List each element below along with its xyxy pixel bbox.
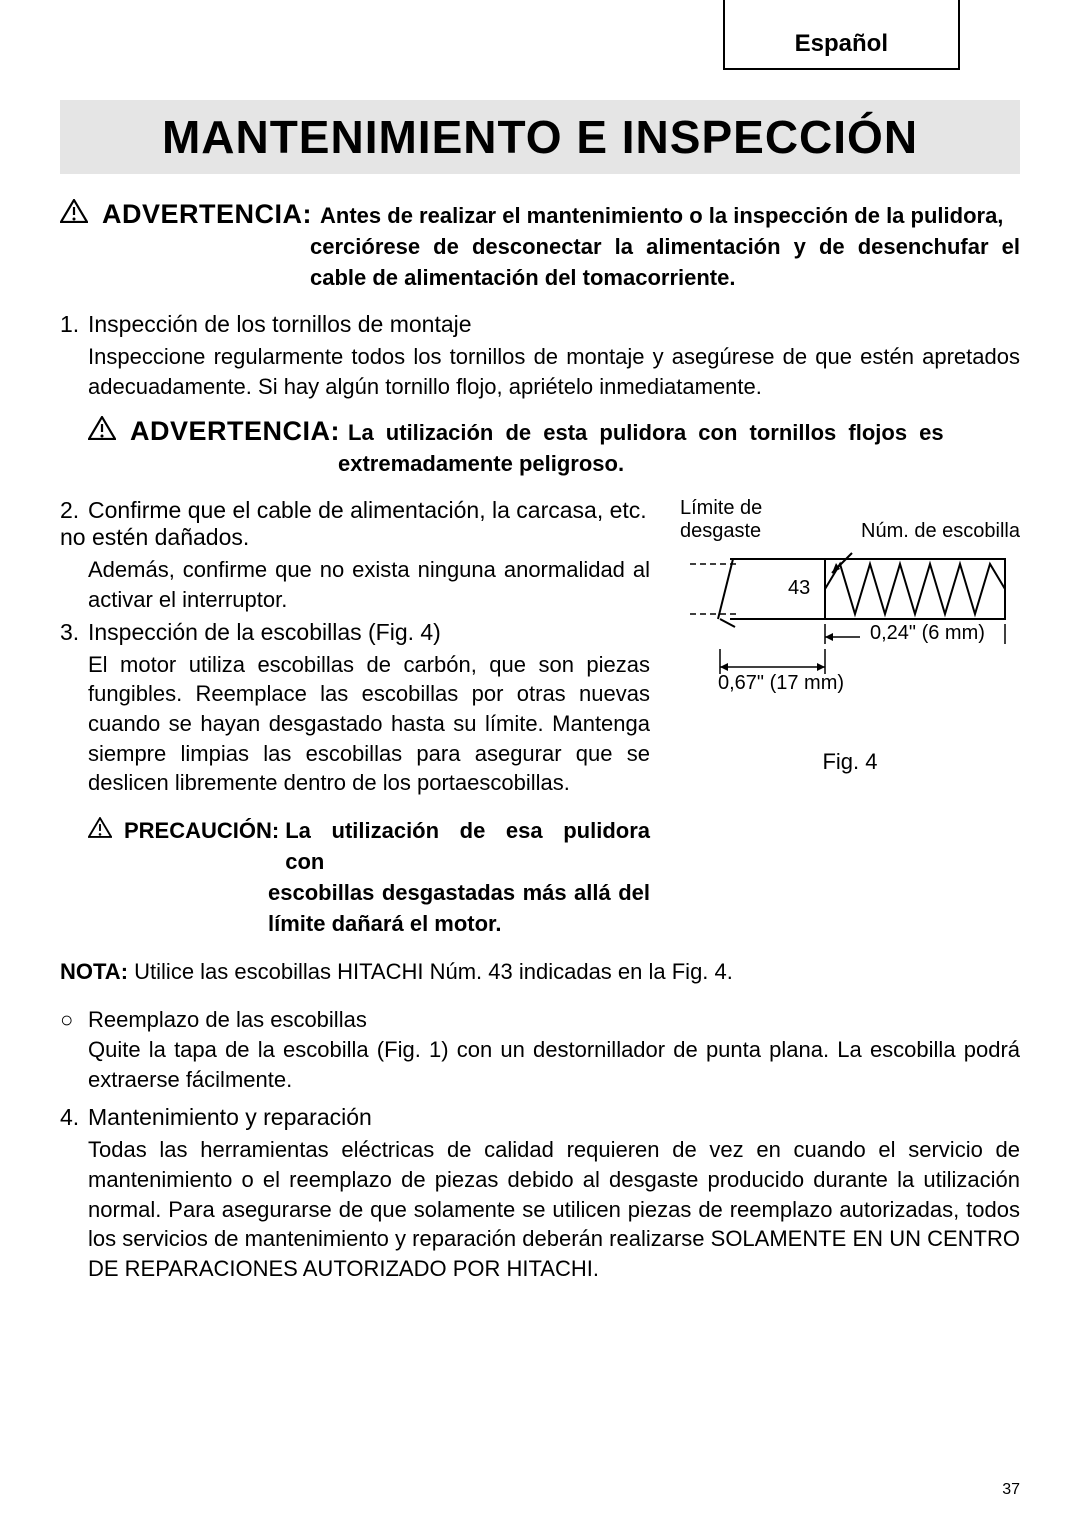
warning-1-rest: cerciórese de desconectar la alimentació… <box>60 232 1020 294</box>
item-4-head: Mantenimiento y reparación <box>88 1104 372 1130</box>
precaution-rest: escobillas desgastadas más allá del lími… <box>88 878 650 940</box>
warning-icon <box>88 817 112 843</box>
page-number: 37 <box>1002 1481 1020 1499</box>
nota: NOTA: Utilice las escobillas HITACHI Núm… <box>60 959 1020 985</box>
two-col-region: 2.Confirme que el cable de alimentación,… <box>60 497 1020 939</box>
precaution-label: PRECAUCIÓN: <box>124 818 279 844</box>
precaution-first-line: La utilización de esa pulidora con <box>285 816 650 878</box>
page-title: MANTENIMIENTO E INSPECCIÓN <box>60 100 1020 174</box>
nota-text: Utilice las escobillas HITACHI Núm. 43 i… <box>134 959 733 984</box>
item-2-num: 2. <box>60 497 88 524</box>
fig-wear-limit-label: Límite de desgaste <box>680 497 762 543</box>
item-3: 3.Inspección de la escobillas (Fig. 4) E… <box>60 619 650 798</box>
warning-2-rest: extremadamente peligroso. <box>88 449 1020 480</box>
fig-dim-large: 0,67" (17 mm) <box>718 672 844 695</box>
warning-2-first-line: La utilización de esta pulidora con torn… <box>348 418 1020 449</box>
language-tab: Español <box>723 0 960 70</box>
bullet-body: Quite la tapa de la escobilla (Fig. 1) c… <box>60 1035 1020 1094</box>
item-1-body: Inspeccione regularmente todos los torni… <box>60 342 1020 401</box>
nota-label: NOTA: <box>60 959 128 984</box>
item-4-num: 4. <box>60 1104 88 1131</box>
warning-2-label: ADVERTENCIA: <box>130 416 340 447</box>
warning-1-label: ADVERTENCIA: <box>102 199 312 230</box>
fig-brush-num-label: Núm. de escobilla <box>861 520 1020 543</box>
bullet-head: Reemplazo de las escobillas <box>88 1007 367 1032</box>
item-1: 1.Inspección de los tornillos de montaje… <box>60 311 1020 401</box>
bullet-symbol: ○ <box>60 1005 88 1035</box>
figure-4: Límite de desgaste Núm. de escobilla <box>680 497 1020 775</box>
item-3-num: 3. <box>60 619 88 646</box>
warning-icon <box>60 199 88 228</box>
item-2: 2.Confirme que el cable de alimentación,… <box>60 497 650 614</box>
item-2-body: Además, confirme que no exista ninguna a… <box>60 555 650 614</box>
precaution: PRECAUCIÓN: La utilización de esa pulido… <box>60 816 650 939</box>
fig-caption: Fig. 4 <box>680 749 1020 775</box>
item-4-body: Todas las herramientas eléctricas de cal… <box>60 1135 1020 1283</box>
warning-icon <box>88 416 116 445</box>
warning-2: ADVERTENCIA: La utilización de esta puli… <box>60 416 1020 480</box>
warning-1-first-line: Antes de realizar el mantenimiento o la … <box>320 201 1020 232</box>
item-3-head: Inspección de la escobillas (Fig. 4) <box>88 619 441 645</box>
item-1-head: Inspección de los tornillos de montaje <box>88 311 472 337</box>
bullet-replace: ○Reemplazo de las escobillas Quite la ta… <box>60 1005 1020 1094</box>
fig-brush-num: 43 <box>788 577 810 600</box>
warning-1: ADVERTENCIA: Antes de realizar el manten… <box>60 199 1020 293</box>
fig-dim-small: 0,24" (6 mm) <box>870 622 985 645</box>
item-2-head: Confirme que el cable de alimentación, l… <box>60 497 647 550</box>
item-1-num: 1. <box>60 311 88 338</box>
item-4: 4.Mantenimiento y reparación Todas las h… <box>60 1104 1020 1283</box>
item-3-body: El motor utiliza escobillas de carbón, q… <box>60 650 650 798</box>
